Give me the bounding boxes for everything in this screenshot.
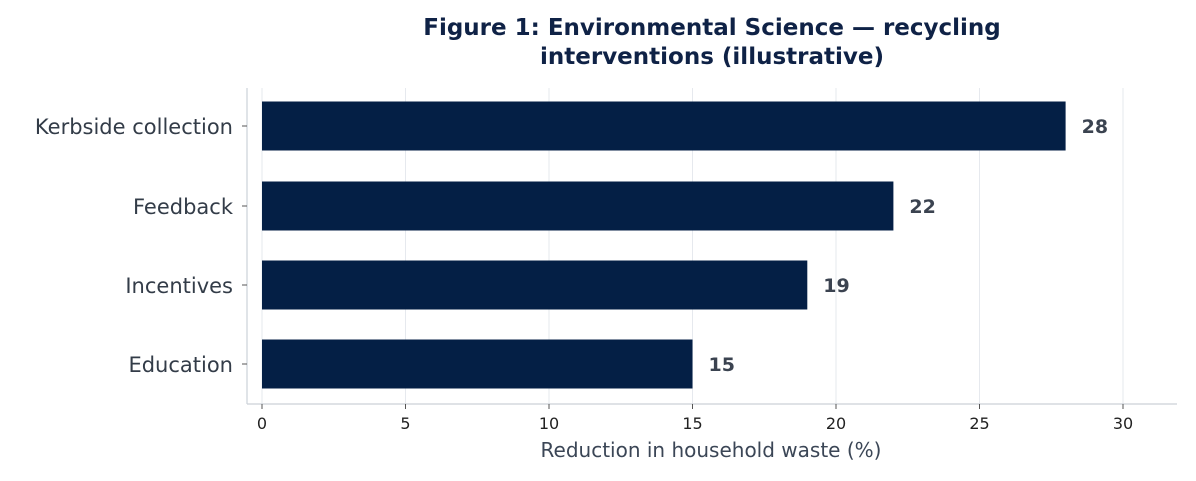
- chart-title: Figure 1: Environmental Science — recycl…: [262, 14, 1162, 72]
- x-tick-label-5: 5: [400, 414, 410, 433]
- value-label-incentives: 19: [823, 275, 849, 297]
- x-tick-label-10: 10: [539, 414, 559, 433]
- category-label-incentives: Incentives: [125, 274, 233, 298]
- x-tick-label-0: 0: [257, 414, 267, 433]
- value-label-education: 15: [709, 354, 735, 376]
- bar-incentives: [262, 260, 808, 310]
- value-label-feedback: 22: [909, 196, 935, 218]
- labels: 0 5 10 15 20 25 30 Kerbside collection 28 Feedbac…: [35, 115, 1133, 433]
- chart-title-line-2: interventions (illustrative): [540, 44, 884, 70]
- bars: [262, 101, 1066, 389]
- axes: [242, 88, 1177, 409]
- category-label-kerbside-collection: Kerbside collection: [35, 115, 233, 139]
- bar-kerbside-collection: [262, 101, 1066, 151]
- bar-feedback: [262, 181, 894, 231]
- x-tick-label-20: 20: [826, 414, 846, 433]
- chart-title-line-1: Figure 1: Environmental Science — recycl…: [423, 15, 1001, 41]
- bar-education: [262, 339, 693, 389]
- x-tick-label-25: 25: [969, 414, 989, 433]
- value-label-kerbside-collection: 28: [1082, 116, 1108, 138]
- x-axis-label: Reduction in household waste (%): [541, 438, 882, 462]
- x-tick-label-30: 30: [1113, 414, 1133, 433]
- category-label-feedback: Feedback: [133, 195, 234, 219]
- x-tick-label-15: 15: [682, 414, 702, 433]
- category-label-education: Education: [128, 353, 233, 377]
